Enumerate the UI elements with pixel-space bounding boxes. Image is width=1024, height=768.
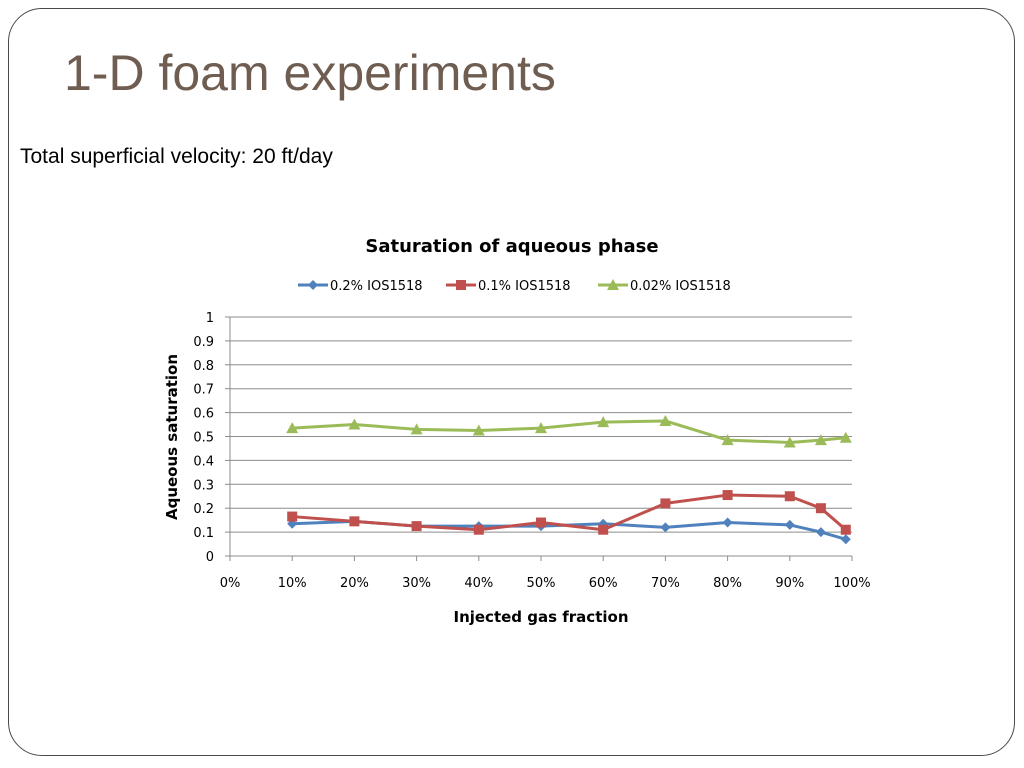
gridlines — [230, 316, 852, 533]
legend-item: 0.02% IOS1518 — [598, 279, 731, 294]
legend: 0.2% IOS1518 0.1% IOS1518 0.02% IOS1518 — [298, 279, 731, 294]
data-point — [840, 534, 851, 545]
data-point — [348, 418, 361, 430]
data-point — [287, 511, 298, 522]
data-point — [410, 423, 423, 435]
data-point — [536, 517, 546, 528]
series-diamond — [287, 516, 851, 545]
x-tick-label: 30% — [402, 576, 431, 591]
tick-labels: 00.10.20.30.40.50.60.70.80.910% 10% 20% 30%… — [193, 311, 870, 591]
x-tick-label: 80% — [713, 576, 742, 591]
data-point — [840, 524, 851, 535]
data-point — [411, 521, 422, 532]
data-point — [784, 519, 795, 530]
y-axis-label: Aqueous saturation — [163, 354, 181, 520]
y-tick-label: 0.8 — [193, 359, 214, 374]
y-tick-label: 0.4 — [193, 454, 214, 469]
legend-label: 0.1% IOS1518 — [478, 279, 571, 294]
legend-label: 0.2% IOS1518 — [330, 279, 423, 294]
x-tick-label: 60% — [589, 576, 618, 591]
y-tick-label: 0 — [206, 550, 214, 565]
data-point — [784, 491, 795, 502]
series-line — [292, 419, 846, 444]
data-point — [659, 414, 672, 426]
y-tick-label: 0.5 — [193, 431, 214, 446]
x-tick-label: 100% — [833, 576, 870, 591]
legend-marker — [456, 280, 466, 290]
x-tick-label: 70% — [651, 576, 680, 591]
x-axis-label: Injected gas fraction — [453, 608, 628, 626]
y-tick-label: 0.6 — [193, 407, 214, 422]
legend-marker — [607, 279, 619, 290]
x-tick-label: 10% — [278, 576, 307, 591]
data-point — [815, 503, 826, 514]
y-tick-label: 0.2 — [193, 502, 214, 517]
data-point — [660, 498, 671, 509]
data-point — [814, 434, 827, 446]
data-point — [721, 434, 734, 446]
x-tick-label: 0% — [220, 576, 241, 591]
legend-marker — [308, 280, 318, 290]
y-tick-label: 0.1 — [193, 526, 214, 541]
axes — [225, 316, 853, 561]
data-point — [722, 517, 733, 528]
y-tick-label: 0.7 — [193, 383, 214, 398]
data-point — [783, 436, 796, 448]
data-point — [349, 516, 360, 527]
series-layer — [286, 414, 852, 545]
data-point — [286, 422, 299, 434]
data-point — [839, 431, 852, 443]
y-tick-label: 1 — [206, 311, 214, 326]
legend-item: 0.2% IOS1518 — [298, 279, 423, 294]
x-tick-label: 40% — [464, 576, 493, 591]
data-point — [722, 490, 733, 501]
slide-title: 1-D foam experiments — [64, 45, 556, 101]
data-point — [535, 422, 547, 434]
legend-item: 0.1% IOS1518 — [446, 279, 571, 294]
data-point — [598, 524, 609, 535]
data-point — [473, 524, 484, 535]
x-tick-label: 20% — [340, 576, 369, 591]
legend-label: 0.02% IOS1518 — [630, 279, 731, 294]
slide-frame — [8, 8, 1015, 756]
series-triangle — [286, 414, 852, 448]
series-square — [287, 490, 851, 535]
x-tick-label: 90% — [775, 576, 804, 591]
slide-subtitle: Total superficial velocity: 20 ft/day — [20, 145, 333, 168]
data-point — [597, 416, 610, 428]
chart-title: Saturation of aqueous phase — [365, 236, 658, 257]
data-point — [815, 527, 826, 538]
y-tick-label: 0.9 — [193, 335, 214, 350]
data-point — [660, 522, 671, 533]
data-point — [472, 424, 485, 436]
x-tick-label: 50% — [527, 576, 556, 591]
y-tick-label: 0.3 — [193, 478, 214, 493]
